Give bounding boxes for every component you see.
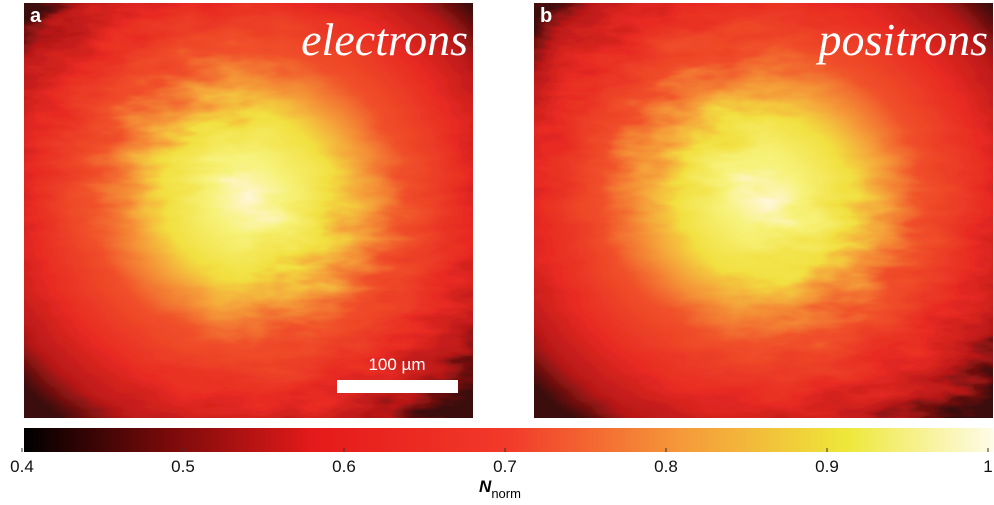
colorbar-tick-label: 0.7	[493, 457, 517, 476]
colorbar-tick-label: 0.6	[332, 457, 356, 476]
colorbar-label-main: N	[479, 477, 492, 496]
colorbar-label: Nnorm	[479, 477, 521, 501]
colorbar-tick-label: 0.8	[654, 457, 678, 476]
colorbar-tick-label: 0.9	[815, 457, 839, 476]
panel-title: electrons	[301, 14, 468, 65]
colorbar-tick-label: 0.4	[10, 457, 34, 476]
colorbar	[24, 428, 993, 452]
scale-bar	[337, 380, 458, 393]
colorbar-tick-label: 1	[983, 457, 992, 476]
panel-label: b	[540, 5, 552, 27]
panel-b	[534, 3, 993, 418]
colorbar-tick-label: 0.5	[171, 457, 195, 476]
scale-bar-label: 100 µm	[368, 355, 425, 374]
colorbar-label-sub: norm	[491, 486, 521, 501]
panel-a	[24, 3, 473, 418]
panel-title: positrons	[815, 14, 988, 65]
panel-label: a	[30, 5, 42, 27]
